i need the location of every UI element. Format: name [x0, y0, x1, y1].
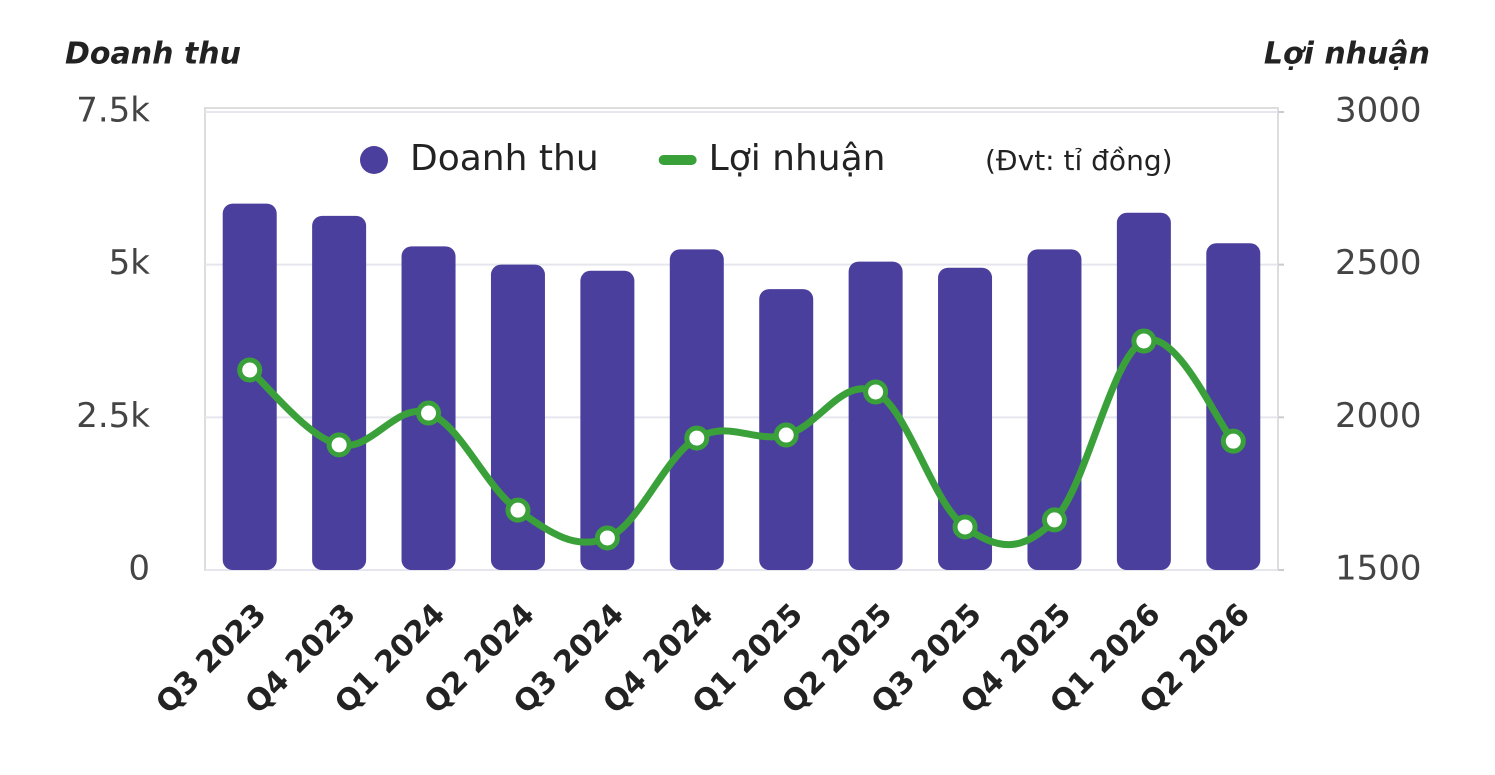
y-tick-label: 5k	[109, 243, 151, 283]
bar	[669, 249, 724, 570]
y-tick-label: 0	[128, 549, 150, 589]
bar	[1116, 212, 1171, 570]
bar	[848, 261, 903, 570]
bar	[580, 270, 635, 570]
bar	[1206, 243, 1261, 570]
legend-label: Doanh thu	[410, 138, 599, 179]
line-point	[594, 525, 620, 551]
line-point	[416, 400, 442, 426]
line-point	[773, 422, 799, 448]
legend-swatch	[658, 155, 697, 165]
line-point	[1041, 507, 1067, 533]
legend-label: Lợi nhuận	[709, 138, 886, 179]
line-point	[863, 379, 889, 405]
y2-tick-label: 2500	[1335, 243, 1422, 283]
legend-swatch	[360, 146, 388, 174]
line-point	[684, 425, 710, 451]
y-tick-label: 2.5k	[76, 396, 150, 436]
bar	[312, 215, 367, 570]
bar	[938, 267, 993, 570]
y2-tick-label: 2000	[1335, 396, 1422, 436]
line-point	[952, 514, 978, 540]
y2-axis-title: Lợi nhuận	[1264, 37, 1430, 72]
bar	[222, 203, 277, 570]
y-tick-label: 7.5k	[76, 91, 150, 131]
line	[247, 336, 1237, 549]
line-point	[1220, 428, 1246, 454]
y2-tick-label: 1500	[1335, 549, 1422, 589]
line-point	[505, 497, 531, 523]
y2-tick-label: 3000	[1335, 91, 1422, 131]
y-axis-title: Doanh thu	[65, 37, 241, 72]
line-point	[237, 357, 263, 383]
unit-note: (Đvt: tỉ đồng)	[985, 144, 1173, 177]
line-point	[1131, 328, 1157, 354]
line-point	[326, 432, 352, 458]
bar	[1027, 249, 1082, 570]
